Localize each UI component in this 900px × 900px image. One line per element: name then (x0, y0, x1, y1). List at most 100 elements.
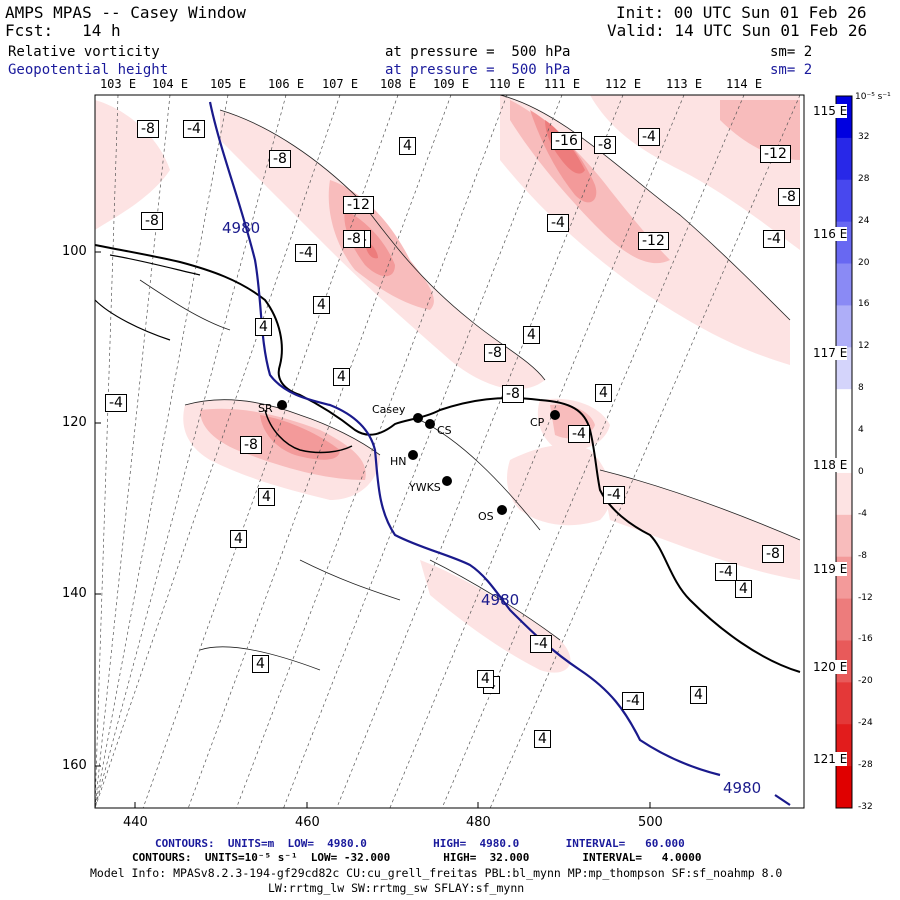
vorticity-label: -4 (715, 563, 737, 581)
footer-vorticity-contours: CONTOURS: UNITS=10⁻⁵ s⁻¹ LOW= -32.000 HI… (132, 851, 702, 864)
height-label-3: 4980 (723, 779, 762, 797)
colorbar-label: 32 (858, 131, 870, 142)
forecast-hour: Fcst: 14 h (5, 21, 121, 40)
vorticity-label: -4 (295, 244, 317, 262)
footer-model-info: Model Info: MPASv8.2.3-194-gf29cd82c CU:… (90, 866, 783, 880)
colorbar-label: 28 (858, 173, 870, 184)
station-label-hn: HN (390, 455, 407, 468)
longitude-line (94, 94, 119, 809)
colorbar-swatch (836, 179, 852, 223)
colorbar-label: -12 (858, 592, 873, 603)
y-tick-label: 140 (62, 586, 87, 601)
vorticity-label: -4 (622, 692, 644, 710)
top-lon-label: 110 E (488, 77, 526, 91)
colorbar-label: -32 (858, 802, 873, 812)
top-lon-label: 104 E (151, 77, 189, 91)
top-lon-label: 108 E (379, 77, 417, 91)
field-sm-height: sm= 2 (770, 62, 813, 78)
vorticity-label: -4 (568, 425, 590, 443)
axis-ticks (95, 251, 651, 808)
height-label-2: 4980 (481, 591, 520, 609)
vorticity-label: -12 (638, 232, 669, 250)
colorbar-swatch (836, 263, 852, 306)
title: AMPS MPAS -- Casey Window (5, 3, 246, 22)
colorbar-label: 12 (858, 341, 870, 352)
colorbar[interactable] (835, 95, 853, 809)
vorticity-label: -4 (530, 635, 552, 653)
top-lon-label: 109 E (432, 77, 470, 91)
colorbar-swatch (836, 766, 852, 809)
vorticity-label: -4 (547, 214, 569, 232)
vorticity-label: -4 (763, 230, 785, 248)
station-label-ywks: YWKS (409, 481, 441, 494)
vorticity-label: 4 (258, 488, 275, 506)
right-lon-label: 118 E (813, 458, 848, 472)
vorticity-label: 4 (255, 318, 272, 336)
colorbar-unit: 10⁻⁵ s⁻¹ (855, 92, 891, 102)
colorbar-label: 4 (858, 425, 864, 436)
right-lon-label: 121 E (813, 752, 848, 766)
vorticity-label: -8 (762, 545, 784, 563)
station-label-sr: SR (258, 402, 273, 415)
y-tick-label: 100 (62, 244, 87, 259)
colorbar-label: -4 (858, 508, 867, 519)
colorbar-label: -28 (858, 760, 873, 771)
y-tick-label: 160 (62, 758, 87, 773)
island-outline (264, 409, 353, 454)
station-label-os: OS (478, 510, 494, 523)
tracks (94, 254, 201, 341)
right-lon-label: 120 E (813, 660, 848, 674)
longitude-line (389, 94, 685, 809)
vorticity-label: -12 (760, 145, 791, 163)
y-tick-label: 120 (62, 415, 87, 430)
vorticity-label: 4 (252, 655, 269, 673)
longitude-line (336, 94, 624, 809)
x-tick-label: 480 (466, 815, 491, 830)
top-lon-label: 111 E (543, 77, 581, 91)
top-lon-label: 112 E (604, 77, 642, 91)
vorticity-label: 4 (534, 730, 551, 748)
colorbar-label: 24 (858, 215, 870, 226)
vorticity-label: 4 (595, 384, 612, 402)
vorticity-label: 4 (230, 530, 247, 548)
field-name-vorticity: Relative vorticity (8, 44, 160, 60)
right-lon-label: 117 E (813, 346, 848, 360)
vorticity-fill (95, 95, 800, 673)
footer-model-info-2: LW:rrtmg_lw SW:rrtmg_sw SFLAY:sf_mynn (268, 881, 525, 895)
vorticity-label: -8 (778, 188, 800, 206)
right-lon-label: 115 E (813, 104, 848, 118)
vorticity-label: -8 (269, 150, 291, 168)
longitude-line (236, 94, 508, 809)
longitude-line (94, 94, 229, 809)
height-contour-4980 (208, 101, 791, 806)
top-lon-label: 106 E (267, 77, 305, 91)
coastline (94, 244, 801, 673)
colorbar-swatch (836, 389, 852, 432)
field-level-vorticity: at pressure = 500 hPa (385, 44, 571, 60)
colorbar-frame (835, 95, 853, 809)
top-lon-label: 103 E (99, 77, 137, 91)
colorbar-label: 16 (858, 299, 870, 310)
x-tick-label: 440 (123, 815, 148, 830)
vorticity-label: -8 (594, 136, 616, 154)
field-level-height: at pressure = 500 hPa (385, 62, 571, 78)
vorticity-label: -4 (105, 394, 127, 412)
x-tick-label: 500 (638, 815, 663, 830)
vorticity-label: 4 (523, 326, 540, 344)
stations (277, 400, 560, 515)
vorticity-label: -8 (141, 212, 163, 230)
colorbar-swatch (836, 472, 852, 516)
x-tick-label: 460 (295, 815, 320, 830)
vorticity-label: -8 (502, 385, 524, 403)
colorbar-swatch (836, 305, 852, 348)
vorticity-label: -8 (240, 436, 262, 454)
vorticity-label: -8 (137, 120, 159, 138)
top-lon-label: 105 E (209, 77, 247, 91)
vorticity-label: -8 (484, 344, 506, 362)
vorticity-label: 4 (690, 686, 707, 704)
station-label-casey: Casey (372, 403, 406, 416)
colorbar-label: -24 (858, 718, 873, 729)
right-lon-label: 119 E (813, 562, 848, 576)
colorbar-label: -20 (858, 676, 873, 687)
